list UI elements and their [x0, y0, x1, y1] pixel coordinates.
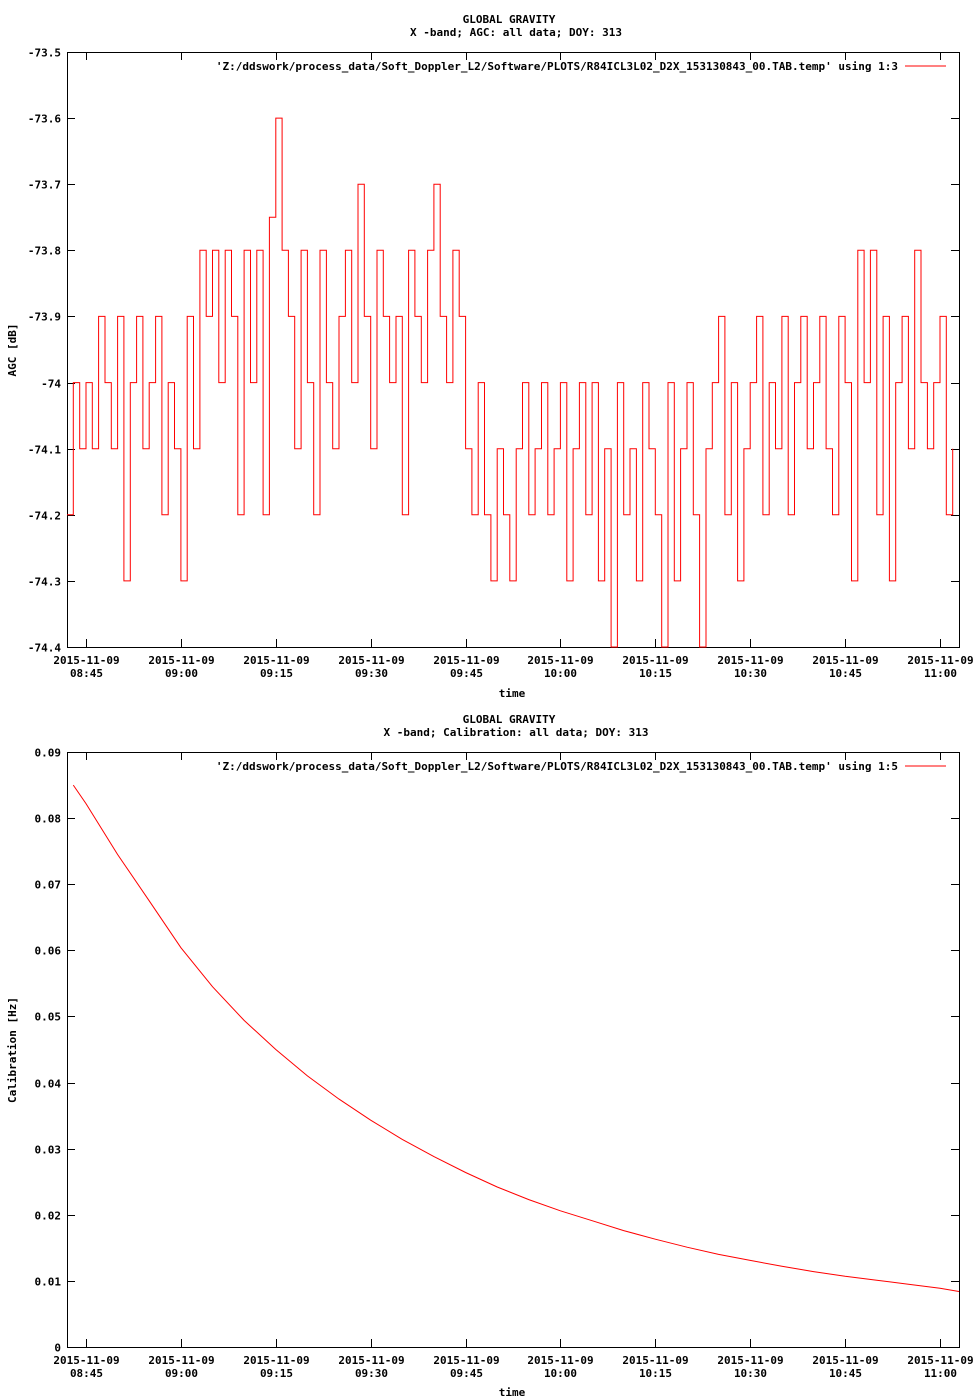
x-tick-time: 11:00	[924, 667, 957, 680]
y-tick-label: -73.9	[28, 311, 61, 324]
x-tick-time: 09:45	[450, 1367, 483, 1380]
x-tick-date: 2015-11-09	[433, 1354, 499, 1367]
agc-chart: GLOBAL GRAVITY X -band; AGC: all data; D…	[6, 13, 974, 700]
x-tick-date: 2015-11-09	[527, 654, 593, 667]
y-tick-label: 0.09	[35, 747, 62, 760]
series-line	[67, 117, 954, 648]
calibration-chart: GLOBAL GRAVITY X -band; Calibration: all…	[6, 713, 974, 1399]
x-tick-time: 08:45	[70, 1367, 103, 1380]
x-tick-date: 2015-11-09	[243, 1354, 309, 1367]
x-tick-time: 10:00	[544, 1367, 577, 1380]
x-axis-label: time	[499, 1386, 526, 1399]
x-tick-date: 2015-11-09	[433, 654, 499, 667]
series	[72, 784, 960, 1292]
y-tick-label: -74.1	[28, 444, 61, 457]
x-tick-date: 2015-11-09	[907, 654, 973, 667]
plot-frame	[67, 752, 960, 1348]
x-tick-date: 2015-11-09	[812, 654, 878, 667]
y-tick-label: -74.4	[28, 642, 61, 655]
y-tick-label: -73.8	[28, 245, 61, 258]
x-tick-time: 09:30	[355, 1367, 388, 1380]
x-tick-time: 08:45	[70, 667, 103, 680]
x-tick-time: 11:00	[924, 1367, 957, 1380]
y-ticks: 0.09 0.08 0.07 0.06 0.05 0.04 0.03 0.02 0.01 0	[35, 747, 959, 1355]
chart-subtitle: X -band; Calibration: all data; DOY: 313	[384, 726, 649, 739]
plot-frame	[67, 52, 960, 648]
x-tick-date: 2015-11-09	[622, 1354, 688, 1367]
x-tick-date: 2015-11-09	[53, 1354, 119, 1367]
x-tick-time: 09:15	[260, 667, 293, 680]
x-tick-date: 2015-11-09	[622, 654, 688, 667]
y-tick-label: -74.2	[28, 510, 61, 523]
x-tick-time: 10:15	[639, 1367, 672, 1380]
y-axis-label: AGC [dB]	[6, 324, 19, 377]
x-tick-time: 10:15	[639, 667, 672, 680]
legend-label: 'Z:/ddswork/process_data/Soft_Doppler_L2…	[216, 760, 898, 773]
y-tick-label: -73.5	[28, 47, 61, 60]
series	[67, 117, 954, 648]
chart-subtitle: X -band; AGC: all data; DOY: 313	[410, 26, 622, 39]
x-tick-date: 2015-11-09	[148, 654, 214, 667]
x-tick-time: 10:00	[544, 667, 577, 680]
chart-title: GLOBAL GRAVITY	[463, 13, 556, 26]
y-tick-label: 0	[54, 1342, 61, 1355]
x-tick-date: 2015-11-09	[717, 1354, 783, 1367]
x-tick-time: 10:45	[829, 1367, 862, 1380]
x-tick-time: 09:00	[165, 667, 198, 680]
y-tick-label: 0.08	[35, 813, 62, 826]
y-tick-label: 0.01	[35, 1276, 62, 1289]
x-tick-time: 09:00	[165, 1367, 198, 1380]
y-tick-label: 0.06	[35, 945, 62, 958]
chart-title: GLOBAL GRAVITY	[463, 713, 556, 726]
y-ticks: -73.5 -73.6 -73.7 -73.8 -73.9 -74 -74.1 -74.2 -7…	[28, 47, 959, 655]
x-axis-label: time	[499, 687, 526, 700]
x-tick-date: 2015-11-09	[717, 654, 783, 667]
x-tick-time: 10:30	[734, 1367, 767, 1380]
y-tick-label: 0.04	[35, 1078, 62, 1091]
x-tick-date: 2015-11-09	[148, 1354, 214, 1367]
y-tick-label: 0.03	[35, 1144, 62, 1157]
legend-label: 'Z:/ddswork/process_data/Soft_Doppler_L2…	[216, 60, 898, 73]
x-tick-date: 2015-11-09	[338, 1354, 404, 1367]
x-tick-date: 2015-11-09	[907, 1354, 973, 1367]
x-tick-date: 2015-11-09	[812, 1354, 878, 1367]
x-tick-time: 10:45	[829, 667, 862, 680]
x-tick-time: 10:30	[734, 667, 767, 680]
x-ticks: 2015-11-0908:452015-11-0909:002015-11-09…	[53, 52, 974, 680]
x-ticks: 2015-11-0908:452015-11-0909:002015-11-09…	[53, 752, 974, 1380]
y-tick-label: -74.3	[28, 576, 61, 589]
x-tick-date: 2015-11-09	[53, 654, 119, 667]
x-tick-time: 09:30	[355, 667, 388, 680]
x-tick-date: 2015-11-09	[243, 654, 309, 667]
y-tick-label: -73.6	[28, 113, 61, 126]
y-tick-label: 0.05	[35, 1011, 62, 1024]
y-tick-label: -74	[41, 378, 61, 391]
y-axis-label: Calibration [Hz]	[6, 997, 19, 1103]
x-tick-time: 09:45	[450, 667, 483, 680]
x-tick-date: 2015-11-09	[527, 1354, 593, 1367]
y-tick-label: 0.02	[35, 1210, 62, 1223]
y-tick-label: 0.07	[35, 879, 62, 892]
x-tick-time: 09:15	[260, 1367, 293, 1380]
x-tick-date: 2015-11-09	[338, 654, 404, 667]
series-line	[72, 784, 960, 1292]
y-tick-label: -73.7	[28, 179, 61, 192]
